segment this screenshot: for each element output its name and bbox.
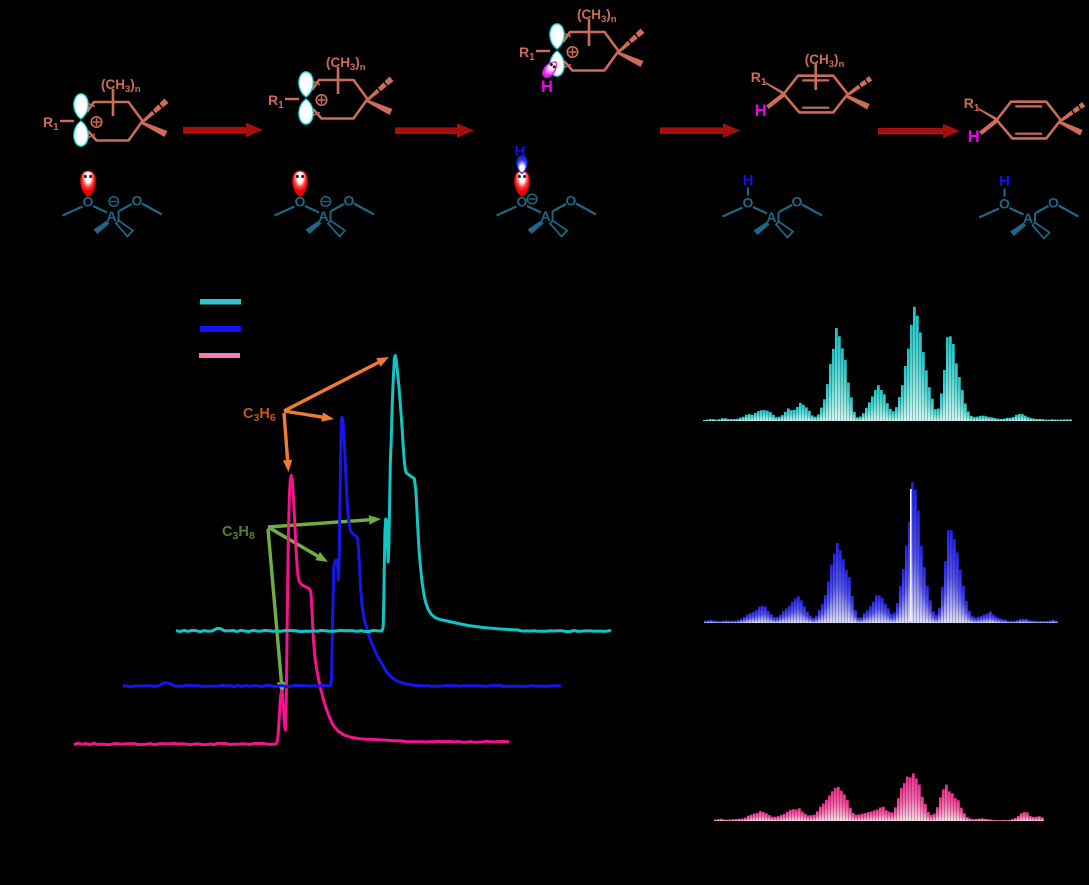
svg-text:O: O (1048, 195, 1059, 211)
svg-text:H: H (515, 143, 526, 160)
svg-text:Al: Al (541, 208, 555, 224)
svg-text:H: H (541, 78, 553, 96)
svg-text:(CH3)n: (CH3)n (577, 7, 617, 25)
svg-text:Al: Al (1023, 210, 1037, 226)
svg-text:H: H (743, 172, 754, 189)
svg-text:H: H (968, 128, 980, 146)
svg-text:O: O (344, 193, 355, 209)
svg-text:O: O (566, 193, 577, 209)
svg-text:C3H6: C3H6 (243, 406, 276, 424)
svg-text:O: O (792, 194, 803, 210)
svg-text:O: O (295, 194, 306, 210)
svg-text:O: O (132, 193, 143, 209)
svg-text:(CH3)n: (CH3)n (805, 52, 845, 70)
svg-text:O: O (743, 195, 754, 211)
svg-text:C3H8: C3H8 (222, 524, 255, 542)
svg-text:Al: Al (107, 208, 121, 224)
svg-text:O: O (517, 194, 528, 210)
svg-text:H: H (755, 102, 767, 120)
svg-text:O: O (999, 196, 1010, 212)
svg-text:O: O (83, 194, 94, 210)
svg-text:Al: Al (319, 208, 333, 224)
svg-text:Al: Al (767, 209, 781, 225)
svg-text:H: H (999, 173, 1010, 190)
svg-text:(CH3)n: (CH3)n (326, 55, 366, 73)
svg-text:(CH3)n: (CH3)n (101, 77, 141, 95)
